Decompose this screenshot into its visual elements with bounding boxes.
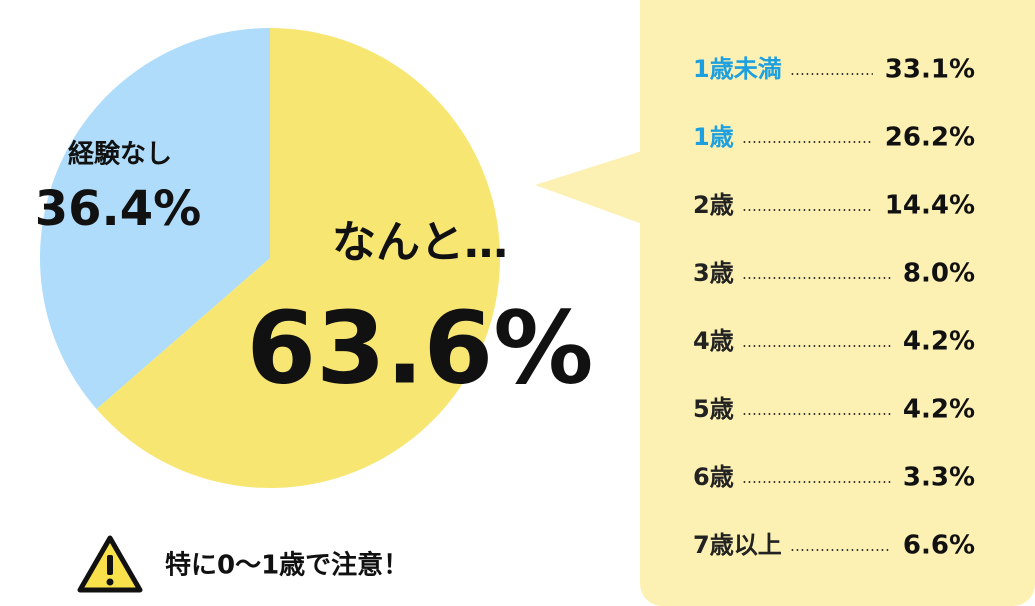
age-label: 1歳 — [693, 123, 734, 151]
age-label: 6歳 — [693, 463, 734, 491]
age-label: 2歳 — [693, 191, 734, 219]
age-value: 14.4% — [885, 191, 975, 221]
age-value: 6.6% — [903, 531, 975, 561]
slice-value-label: 36.4% — [35, 181, 202, 237]
warning-icon — [77, 535, 143, 593]
age-value: 8.0% — [903, 259, 975, 289]
pie-slice — [96, 28, 501, 489]
slice-label: 経験なし — [68, 139, 172, 170]
speech-pointer — [535, 150, 645, 225]
age-label: 5歳 — [693, 395, 734, 423]
annotation: なんと… — [332, 217, 508, 268]
age-value: 26.2% — [885, 123, 975, 153]
age-value: 33.1% — [885, 55, 975, 85]
slice-value-label: 63.6% — [247, 289, 594, 406]
age-value: 4.2% — [903, 327, 975, 357]
pie-slice — [40, 28, 270, 410]
age-label: 3歳 — [693, 259, 734, 287]
age-label: 4歳 — [693, 327, 734, 355]
age-label: 1歳未満 — [693, 55, 782, 83]
breakdown-panel — [640, 0, 1035, 606]
age-value: 4.2% — [903, 395, 975, 425]
age-value: 3.3% — [903, 463, 975, 493]
age-label: 7歳以上 — [693, 531, 782, 559]
note: 特に0〜1歳で注意！ — [165, 550, 409, 581]
